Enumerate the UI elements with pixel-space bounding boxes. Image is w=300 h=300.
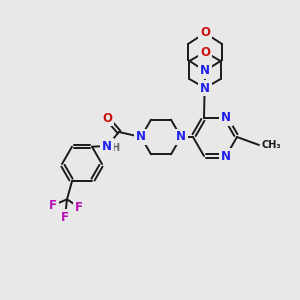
Text: N: N: [176, 130, 186, 143]
Text: N: N: [200, 64, 210, 77]
Text: O: O: [200, 26, 210, 40]
Text: F: F: [61, 211, 69, 224]
Text: O: O: [102, 112, 112, 124]
Text: N: N: [221, 111, 231, 124]
Text: O: O: [200, 46, 210, 59]
Text: CH₃: CH₃: [261, 140, 280, 150]
Text: N: N: [200, 82, 210, 94]
Text: N: N: [136, 130, 146, 143]
Text: F: F: [75, 201, 83, 214]
Text: N: N: [221, 150, 231, 163]
Text: N: N: [102, 140, 112, 152]
Text: H: H: [111, 143, 119, 153]
Text: F: F: [49, 199, 57, 212]
